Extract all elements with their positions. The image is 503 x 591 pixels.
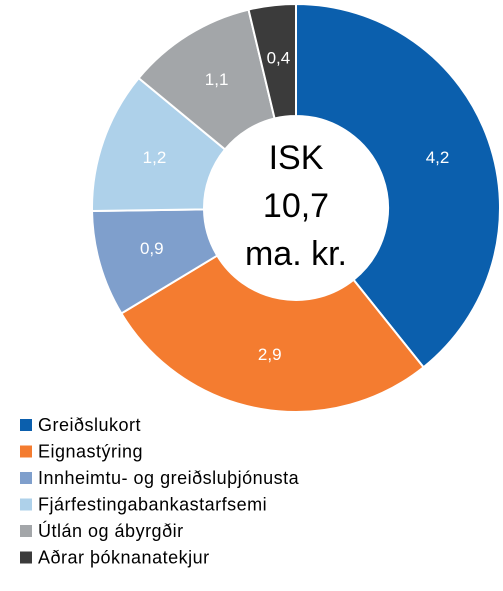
- legend-text: Aðrar þóknanatekjur: [38, 547, 210, 567]
- legend-swatch: [20, 445, 32, 458]
- legend-swatch: [20, 525, 32, 537]
- legend-swatch: [20, 551, 32, 564]
- segment-label: 1,2: [143, 148, 167, 167]
- segment-label: 2,9: [258, 345, 282, 364]
- center-text: 10,7: [263, 187, 329, 225]
- legend-text: Útlán og ábyrgðir: [38, 520, 184, 541]
- segment-label: 4,2: [426, 148, 450, 167]
- legend-swatch: [20, 498, 32, 511]
- legend-swatch: [20, 419, 32, 431]
- center-text: ISK: [269, 139, 324, 177]
- legend-swatch: [20, 472, 32, 484]
- center-text: ma. kr.: [245, 235, 347, 273]
- legend-text: Innheimtu- og greiðsluþjónusta: [38, 468, 300, 488]
- segment-label: 1,1: [205, 70, 229, 89]
- segment-label: 0,4: [267, 49, 291, 68]
- legend-text: Fjárfestingabankastarfsemi: [38, 494, 267, 514]
- donut-segment: [119, 254, 425, 413]
- donut-segment: [247, 2, 297, 120]
- segment-label: 0,9: [140, 239, 164, 258]
- legend-text: Eignastýring: [38, 441, 143, 461]
- donut-segment: [295, 2, 501, 369]
- legend-text: Greiðslukort: [38, 415, 141, 435]
